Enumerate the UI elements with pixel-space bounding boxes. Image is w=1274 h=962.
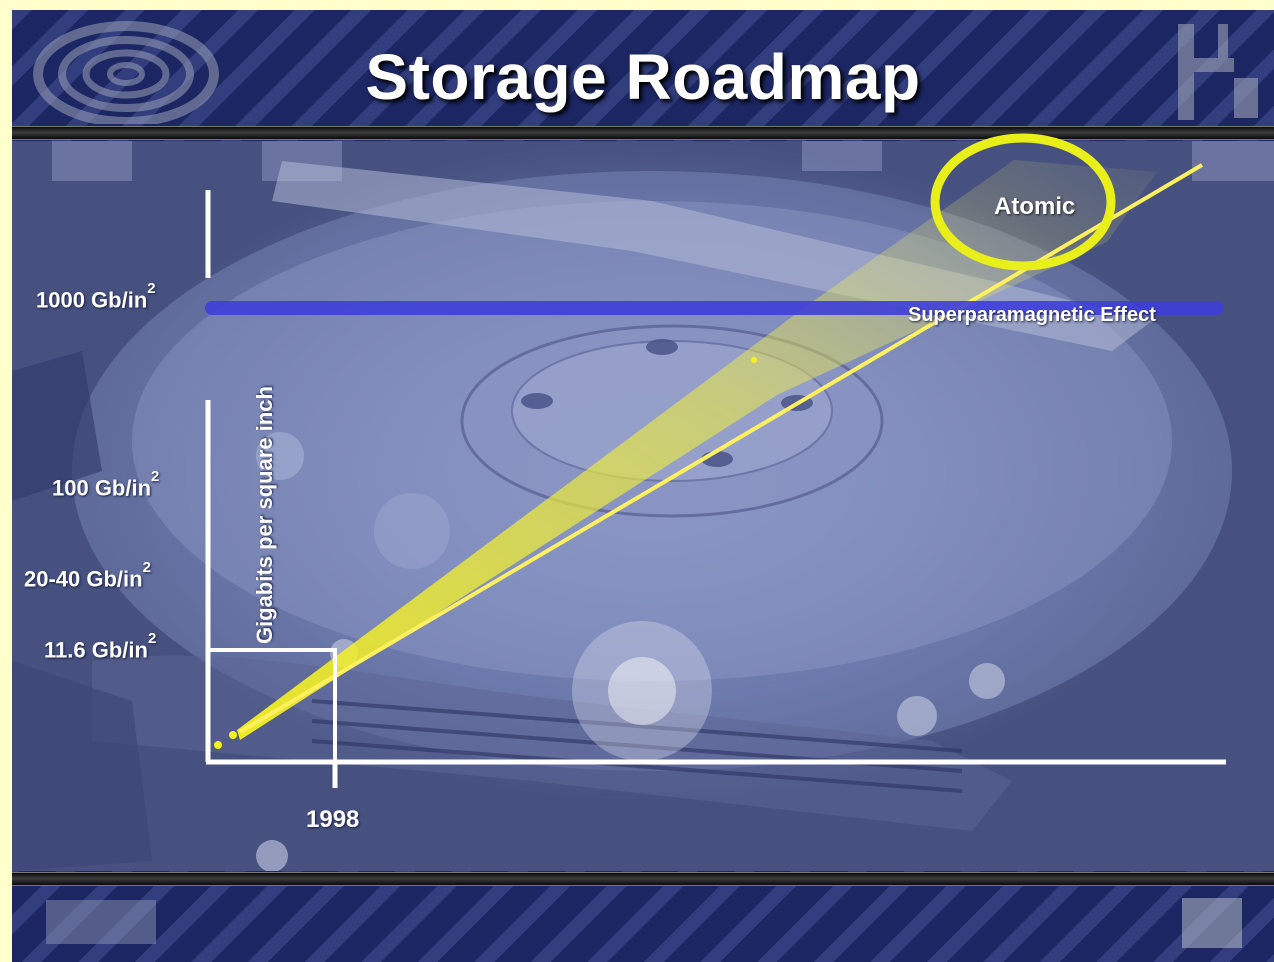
top-rail: [12, 126, 1274, 140]
trend-line: [238, 163, 1204, 734]
y-tick-1000: 1000 Gb/in2: [36, 280, 156, 313]
atomic-label: Atomic: [994, 193, 1076, 220]
atomic-circle: [930, 133, 1116, 271]
superparamagnetic-label: Superparamagnetic Effect: [908, 304, 1156, 326]
footer-decoration-right: [1182, 898, 1242, 948]
y-tick-11-6: 11.6 Gb/in2: [44, 630, 157, 663]
data-point: [214, 741, 222, 749]
header-band: Storage Roadmap: [12, 10, 1274, 128]
drive-arm-decoration: [1178, 24, 1258, 120]
1998-box: [206, 648, 337, 764]
footer-band: [12, 886, 1274, 962]
roadmap-diagram: [205, 133, 1226, 788]
bottom-rail: [12, 872, 1274, 886]
data-point: [751, 357, 757, 363]
y-tick-20-40: 20-40 Gb/in2: [24, 559, 151, 592]
disk-platter-decoration: [33, 21, 219, 124]
page-title: Storage Roadmap: [365, 41, 921, 113]
slide: Storage Roadmap: [12, 10, 1274, 962]
data-point: [229, 731, 237, 739]
x-tick-1998: 1998: [306, 806, 360, 833]
y-axis-label: Gigabits per square inch: [252, 386, 277, 644]
y-tick-100: 100 Gb/in2: [52, 468, 160, 501]
footer-decoration-left: [46, 900, 156, 944]
